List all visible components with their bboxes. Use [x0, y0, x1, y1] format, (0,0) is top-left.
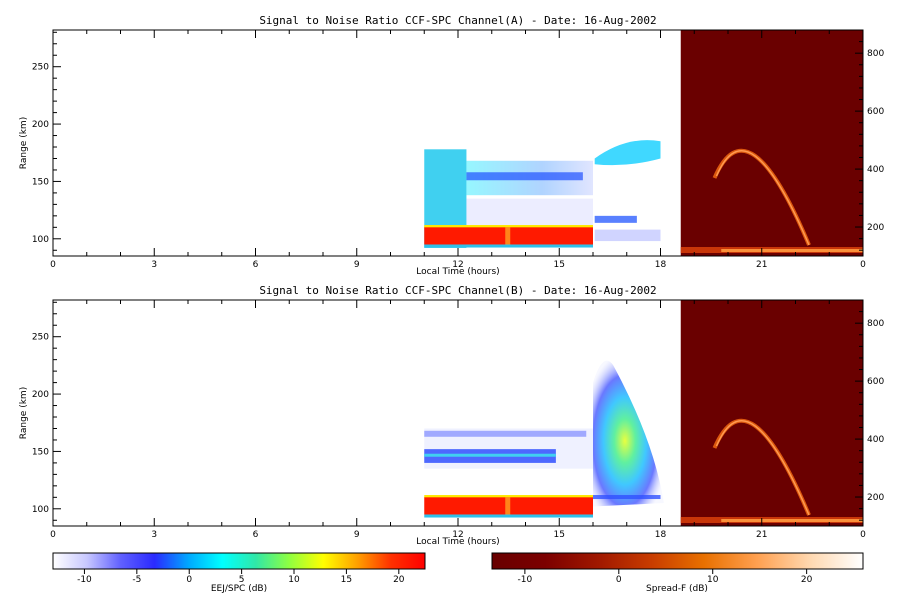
- colorbar-eej-spc: -10 -5 0 5 10 15 20 EEJ/SPC (dB): [52, 552, 426, 594]
- x-tick-label: 12: [452, 260, 463, 270]
- colorbar-tick-label: -10: [77, 575, 92, 585]
- colorbar-spread-f-label: Spread-F (dB): [646, 584, 708, 594]
- colorbar-tick-label: -5: [132, 575, 141, 585]
- x-tick-label: 0: [860, 260, 866, 270]
- colorbar-tick-label: 15: [341, 575, 352, 585]
- eej-band-top-edge: [424, 225, 593, 229]
- eej-band-highlight: [505, 227, 511, 245]
- colorbar-eej-spc-scale: [52, 552, 426, 570]
- panel-b-title: Signal to Noise Ratio CCF-SPC Channel(B)…: [259, 284, 656, 297]
- x-tick-label: 9: [354, 260, 360, 270]
- eej-band-bottom-edge: [424, 244, 593, 248]
- y-tick-label: 250: [32, 333, 49, 343]
- right-y-tick-label: 800: [867, 49, 884, 59]
- x-tick-label: 0: [50, 260, 56, 270]
- post-sunset-plume: [593, 360, 664, 507]
- right-y-tick-label: 200: [867, 493, 884, 503]
- spread-f-bottom-highlight: [721, 249, 863, 252]
- panel-a-plot-area: 0 3 6 9 12 15 18 21 0 100 150 200 250 200 400 600 800: [32, 29, 884, 270]
- colorbar-tick-label: 20: [801, 575, 813, 585]
- panel-a-ylabel: Range (km): [19, 117, 29, 169]
- colorbar-tick-label: 0: [616, 575, 622, 585]
- x-tick-label: 3: [151, 530, 157, 540]
- colorbar-spread-f-scale: [491, 552, 864, 570]
- spread-f-region: [680, 30, 863, 256]
- y-tick-label: 200: [32, 390, 49, 400]
- colorbar-tick-label: 20: [393, 575, 405, 585]
- y-tick-label: 250: [32, 63, 49, 73]
- spread-f-plume-core: [715, 420, 810, 516]
- y-tick-label: 150: [32, 447, 49, 457]
- colorbar-tick-label: 10: [288, 575, 300, 585]
- panel-b-xlabel: Local Time (hours): [416, 537, 499, 547]
- x-tick-label: 15: [554, 260, 565, 270]
- spread-f-region: [680, 300, 863, 526]
- y-tick-label: 150: [32, 177, 49, 187]
- colorbar-tick-label: 5: [239, 575, 245, 585]
- right-y-tick-label: 200: [867, 223, 884, 233]
- y-tick-label: 200: [32, 120, 49, 130]
- x-tick-label: 0: [50, 530, 56, 540]
- panel-b-plot-area: 0 3 6 9 12 15 18 21 0 100 150 200 250 200 400 600 800: [32, 299, 884, 540]
- eej-band-highlight: [505, 497, 511, 515]
- spread-f-plume-core: [715, 150, 810, 246]
- post-sunset-cloud-mid: [594, 215, 637, 223]
- right-y-tick-label: 400: [867, 165, 884, 175]
- panel-b-ylabel: Range (km): [19, 387, 29, 439]
- post-sunset-plume-base: [593, 495, 661, 500]
- eej-cloud-upper: [424, 430, 587, 437]
- eej-band-bottom-edge: [424, 514, 593, 518]
- right-y-tick-label: 400: [867, 435, 884, 445]
- eej-cloud-haze: [466, 198, 593, 226]
- x-tick-label: 18: [655, 260, 667, 270]
- panel-a-xlabel: Local Time (hours): [416, 267, 499, 277]
- panel-channel-a: Signal to Noise Ratio CCF-SPC Channel(A)…: [19, 14, 884, 277]
- post-sunset-cloud-low: [594, 229, 661, 242]
- y-tick-label: 100: [32, 505, 49, 515]
- colorbar-spread-f: -10 0 10 20 Spread-F (dB): [491, 552, 864, 594]
- x-tick-label: 6: [253, 260, 259, 270]
- x-tick-label: 18: [655, 530, 667, 540]
- x-tick-label: 21: [756, 530, 767, 540]
- x-tick-label: 21: [756, 260, 767, 270]
- colorbar-tick-label: 0: [186, 575, 192, 585]
- eej-cloud-core-line: [424, 453, 556, 457]
- x-tick-label: 6: [253, 530, 259, 540]
- spread-f-bottom-highlight: [721, 519, 863, 522]
- y-tick-label: 100: [32, 235, 49, 245]
- post-sunset-cloud-upper: [594, 140, 661, 166]
- x-tick-label: 9: [354, 530, 360, 540]
- right-y-tick-label: 800: [867, 319, 884, 329]
- eej-cloud-core: [466, 172, 583, 181]
- x-tick-label: 15: [554, 530, 565, 540]
- x-tick-label: 0: [860, 530, 866, 540]
- panel-channel-b: Signal to Noise Ratio CCF-SPC Channel(B)…: [19, 284, 884, 547]
- eej-band-top-edge: [424, 495, 593, 499]
- x-tick-label: 3: [151, 260, 157, 270]
- x-tick-label: 12: [452, 530, 463, 540]
- right-y-tick-label: 600: [867, 377, 884, 387]
- colorbar-tick-label: 10: [707, 575, 719, 585]
- colorbar-tick-label: -10: [518, 575, 533, 585]
- right-y-tick-label: 600: [867, 107, 884, 117]
- panel-a-title: Signal to Noise Ratio CCF-SPC Channel(A)…: [259, 14, 656, 27]
- colorbar-eej-spc-label: EEJ/SPC (dB): [211, 584, 267, 594]
